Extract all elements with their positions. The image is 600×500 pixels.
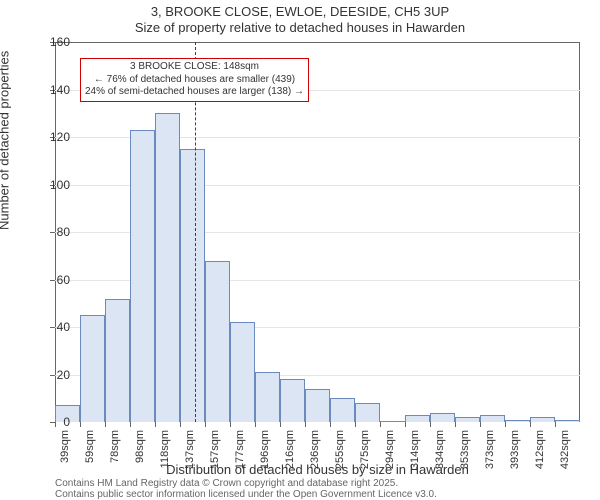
annotation-line: ← 76% of detached houses are smaller (43… — [85, 74, 304, 87]
xtick-mark — [355, 422, 356, 427]
footnote-line2: Contains public sector information licen… — [55, 489, 437, 500]
histogram-bar — [230, 322, 255, 422]
histogram-bar — [530, 417, 555, 422]
histogram-bar — [305, 389, 330, 422]
xtick-label: 118sqm — [159, 430, 171, 490]
histogram-bar — [155, 113, 180, 422]
ytick-label: 0 — [30, 415, 70, 429]
xtick-label: 314sqm — [409, 430, 421, 490]
xtick-mark — [130, 422, 131, 427]
xtick-mark — [405, 422, 406, 427]
xtick-mark — [155, 422, 156, 427]
xtick-label: 39sqm — [59, 430, 71, 490]
xtick-label: 59sqm — [84, 430, 96, 490]
xtick-label: 373sqm — [484, 430, 496, 490]
annotation-line: 3 BROOKE CLOSE: 148sqm — [85, 61, 304, 74]
xtick-mark — [330, 422, 331, 427]
ytick-label: 100 — [30, 178, 70, 192]
xtick-label: 294sqm — [384, 430, 396, 490]
histogram-bar — [105, 299, 130, 423]
histogram-bar — [330, 398, 355, 422]
footnote-line1: Contains HM Land Registry data © Crown c… — [55, 478, 398, 489]
xtick-label: 255sqm — [334, 430, 346, 490]
histogram-bar — [480, 415, 505, 422]
xtick-label: 236sqm — [309, 430, 321, 490]
histogram-bar — [455, 417, 480, 422]
ytick-label: 140 — [30, 83, 70, 97]
xtick-mark — [255, 422, 256, 427]
xtick-label: 412sqm — [534, 430, 546, 490]
xtick-mark — [430, 422, 431, 427]
ytick-label: 80 — [30, 225, 70, 239]
xtick-label: 78sqm — [109, 430, 121, 490]
histogram-bar — [255, 372, 280, 422]
xtick-mark — [105, 422, 106, 427]
xtick-label: 137sqm — [184, 430, 196, 490]
xtick-label: 196sqm — [259, 430, 271, 490]
xtick-label: 334sqm — [434, 430, 446, 490]
histogram-bar — [205, 261, 230, 423]
xtick-mark — [505, 422, 506, 427]
xtick-label: 157sqm — [209, 430, 221, 490]
ytick-label: 20 — [30, 368, 70, 382]
xtick-label: 353sqm — [459, 430, 471, 490]
ytick-label: 120 — [30, 130, 70, 144]
histogram-bar — [355, 403, 380, 422]
histogram-bar — [180, 149, 205, 422]
annotation-line: 24% of semi-detached houses are larger (… — [85, 86, 304, 99]
histogram-bar — [505, 420, 530, 422]
xtick-mark — [455, 422, 456, 427]
xtick-mark — [480, 422, 481, 427]
xtick-mark — [280, 422, 281, 427]
chart-title-line2: Size of property relative to detached ho… — [0, 20, 600, 35]
chart-container: 3, BROOKE CLOSE, EWLOE, DEESIDE, CH5 3UP… — [0, 0, 600, 500]
histogram-bar — [130, 130, 155, 422]
xtick-mark — [380, 422, 381, 427]
histogram-bar — [405, 415, 430, 422]
ytick-label: 60 — [30, 273, 70, 287]
xtick-label: 177sqm — [234, 430, 246, 490]
histogram-bar — [280, 379, 305, 422]
xtick-mark — [80, 422, 81, 427]
chart-title-line1: 3, BROOKE CLOSE, EWLOE, DEESIDE, CH5 3UP — [0, 4, 600, 19]
histogram-bar — [80, 315, 105, 422]
xtick-mark — [305, 422, 306, 427]
xtick-mark — [180, 422, 181, 427]
xtick-label: 275sqm — [359, 430, 371, 490]
histogram-bar — [430, 413, 455, 423]
histogram-bar — [380, 421, 405, 422]
xtick-mark — [530, 422, 531, 427]
xtick-label: 98sqm — [134, 430, 146, 490]
xtick-mark — [230, 422, 231, 427]
xtick-label: 216sqm — [284, 430, 296, 490]
histogram-bar — [555, 420, 580, 422]
ytick-label: 40 — [30, 320, 70, 334]
ytick-label: 160 — [30, 35, 70, 49]
xtick-label: 432sqm — [559, 430, 571, 490]
plot-area: 3 BROOKE CLOSE: 148sqm← 76% of detached … — [55, 42, 580, 422]
y-axis-label: Number of detached properties — [0, 51, 12, 230]
xtick-label: 393sqm — [509, 430, 521, 490]
annotation-box: 3 BROOKE CLOSE: 148sqm← 76% of detached … — [80, 58, 309, 102]
xtick-mark — [205, 422, 206, 427]
xtick-mark — [555, 422, 556, 427]
